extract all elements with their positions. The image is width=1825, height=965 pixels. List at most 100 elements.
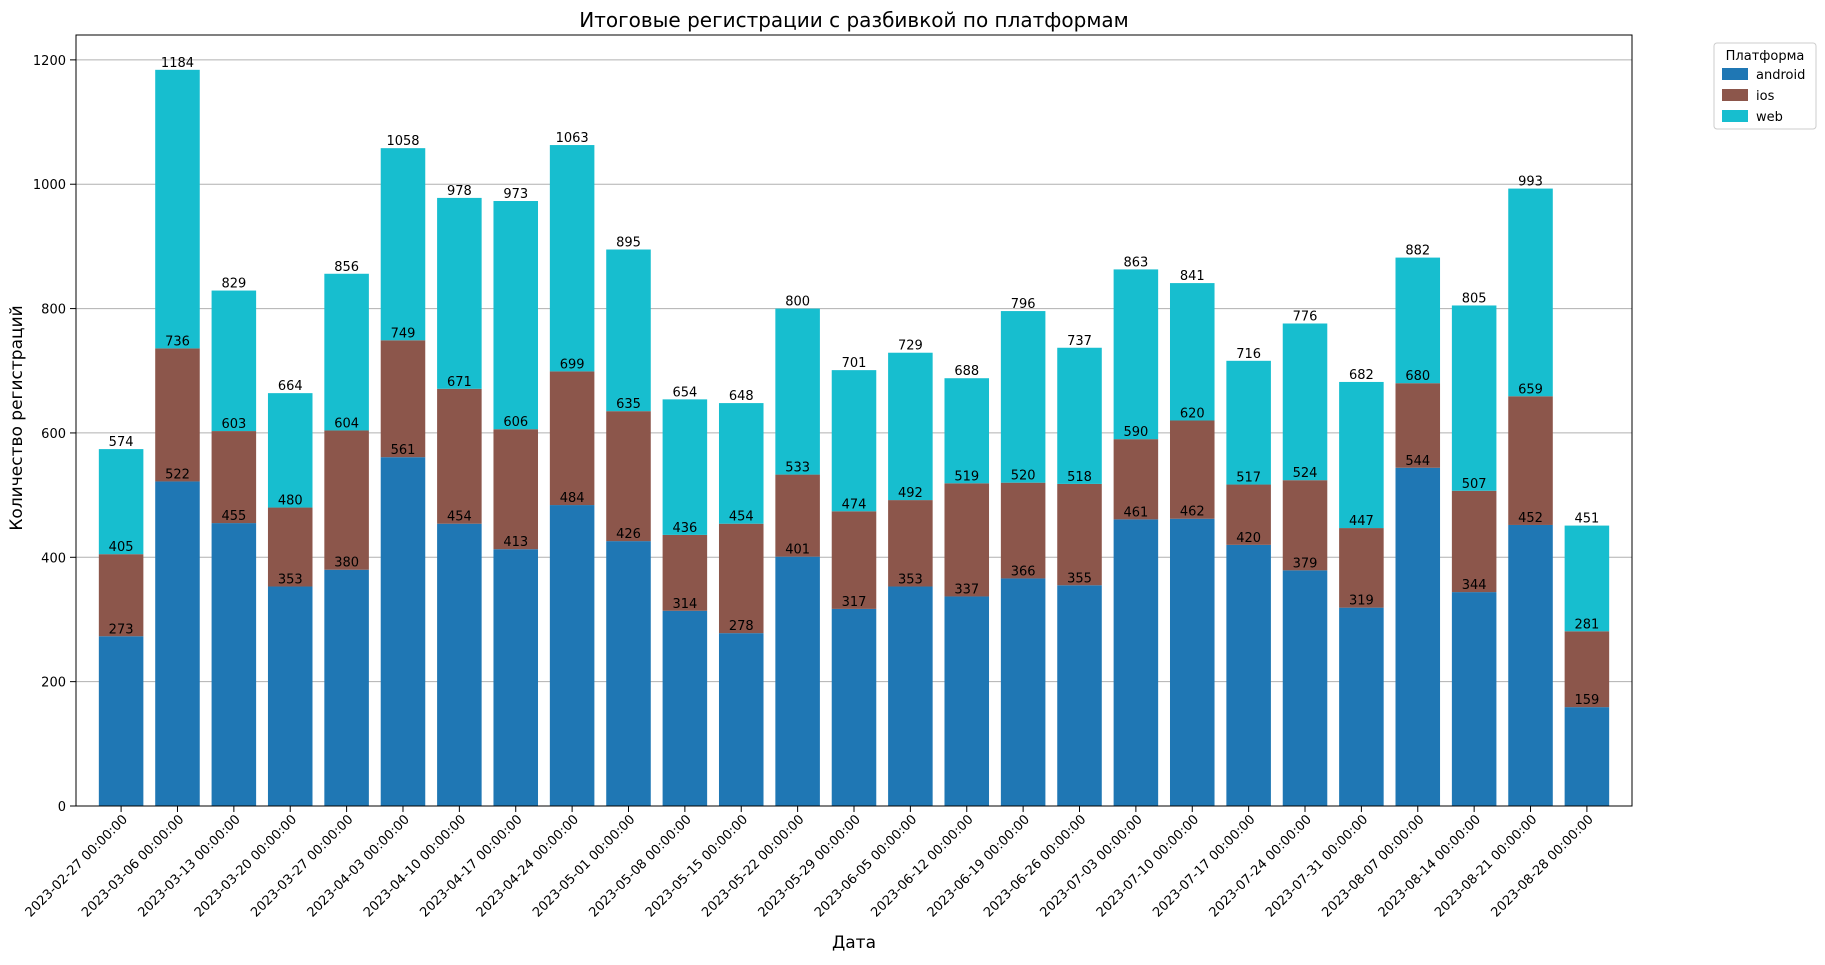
bar-web xyxy=(380,148,426,341)
data-label-android: 353 xyxy=(278,573,303,588)
x-tick-label: 2023-03-06 00:00:00 xyxy=(79,812,187,920)
data-label-android: 461 xyxy=(1123,505,1148,520)
bar-ios xyxy=(775,474,820,557)
y-tick-label: 800 xyxy=(41,303,66,318)
bar-android xyxy=(775,556,820,806)
legend-swatch-ios xyxy=(1722,89,1748,101)
data-label-android: 314 xyxy=(672,597,697,612)
x-tick-label: 2023-03-20 00:00:00 xyxy=(192,812,300,920)
data-label-ios: 519 xyxy=(954,469,979,484)
data-label-web: 1063 xyxy=(556,131,589,146)
bar-web xyxy=(493,201,539,430)
bar-android xyxy=(1564,707,1610,806)
x-tick-label: 2023-07-31 00:00:00 xyxy=(1263,812,1371,920)
data-label-android: 353 xyxy=(898,573,923,588)
data-label-web: 973 xyxy=(503,187,528,202)
bar-web xyxy=(1057,347,1102,484)
data-label-web: 841 xyxy=(1180,269,1205,284)
data-label-web: 829 xyxy=(221,277,246,292)
bar-ios xyxy=(662,534,708,611)
data-label-web: 776 xyxy=(1293,310,1318,325)
bar-android xyxy=(493,549,539,806)
bar-web xyxy=(155,69,200,349)
bar-web xyxy=(662,399,708,535)
y-tick-label: 600 xyxy=(41,427,66,442)
data-label-android: 379 xyxy=(1293,556,1318,571)
data-label-ios: 749 xyxy=(391,326,416,341)
plot-frame xyxy=(75,34,1633,807)
data-label-web: 716 xyxy=(1236,347,1261,362)
bar-ios xyxy=(1282,480,1328,571)
data-label-web: 451 xyxy=(1574,512,1599,527)
bar-android xyxy=(380,457,426,806)
bar-ios xyxy=(211,431,257,524)
data-label-web: 688 xyxy=(954,364,979,379)
data-label-web: 574 xyxy=(109,435,134,450)
data-label-web: 805 xyxy=(1462,291,1487,306)
bar-ios xyxy=(1451,490,1497,593)
bar-web xyxy=(944,378,990,484)
data-label-android: 366 xyxy=(1011,564,1036,579)
bar-ios xyxy=(1113,439,1159,520)
bar-android xyxy=(211,523,257,806)
x-tick-label: 2023-04-10 00:00:00 xyxy=(361,812,469,920)
bar-web xyxy=(888,352,933,501)
data-label-ios: 517 xyxy=(1236,471,1261,486)
bar-android xyxy=(1000,578,1046,806)
bar-android xyxy=(831,608,877,806)
data-label-ios: 454 xyxy=(729,510,754,525)
bar-android xyxy=(549,505,595,806)
bar-android xyxy=(1057,585,1102,806)
x-tick-label: 2023-08-14 00:00:00 xyxy=(1376,812,1484,920)
x-tick-label: 2023-04-17 00:00:00 xyxy=(417,812,525,920)
data-label-web: 796 xyxy=(1011,297,1036,312)
bar-android xyxy=(606,541,651,806)
data-label-web: 856 xyxy=(334,260,359,275)
bar-android xyxy=(888,586,933,806)
x-tick-label: 2023-04-03 00:00:00 xyxy=(305,812,413,920)
data-label-web: 701 xyxy=(842,356,867,371)
chart-title: Итоговые регистрации с разбивкой по плат… xyxy=(579,8,1129,32)
data-label-android: 278 xyxy=(729,619,754,634)
data-label-android: 355 xyxy=(1067,571,1092,586)
bar-web xyxy=(437,197,482,389)
x-tick-label: 2023-06-26 00:00:00 xyxy=(981,812,1089,920)
bar-web xyxy=(324,273,369,431)
bar-ios xyxy=(437,388,482,524)
legend: Платформа android ios web xyxy=(1713,42,1817,130)
legend-swatch-web xyxy=(1722,110,1748,122)
x-tick-label: 2023-06-12 00:00:00 xyxy=(868,812,976,920)
data-label-web: 978 xyxy=(447,184,472,199)
x-tick-label: 2023-03-13 00:00:00 xyxy=(135,812,243,920)
data-label-android: 462 xyxy=(1180,505,1205,520)
data-label-android: 452 xyxy=(1518,511,1543,526)
x-tick-label: 2023-02-27 00:00:00 xyxy=(23,812,131,920)
bar-ios xyxy=(380,340,426,458)
data-label-ios: 606 xyxy=(503,415,528,430)
x-tick-label: 2023-07-24 00:00:00 xyxy=(1207,812,1315,920)
bar-android xyxy=(1282,570,1328,806)
axes: 0 200 400 600 800 1000 1200 2023-02-27 00:00:00… xyxy=(23,34,1633,920)
data-label-ios: 281 xyxy=(1574,617,1599,632)
data-label-ios: 620 xyxy=(1180,407,1205,422)
bar-web xyxy=(1113,269,1159,440)
data-label-web: 993 xyxy=(1518,175,1543,190)
data-label-android: 413 xyxy=(503,535,528,550)
y-tick-label: 1000 xyxy=(33,178,66,193)
bar-ios xyxy=(155,348,200,482)
data-label-ios: 474 xyxy=(842,497,867,512)
data-label-web: 682 xyxy=(1349,368,1374,383)
bar-ios xyxy=(1395,383,1441,468)
bar-web xyxy=(267,393,313,508)
bars xyxy=(98,69,1610,806)
bar-android xyxy=(324,569,369,806)
data-label-ios: 635 xyxy=(616,397,641,412)
data-labels: 273 405 574 522 736 1184 455 603 829 353 480 664 380… xyxy=(109,56,1600,708)
data-label-ios: 480 xyxy=(278,494,303,509)
data-label-web: 737 xyxy=(1067,334,1092,349)
legend-label-web: web xyxy=(1756,110,1783,125)
data-label-android: 454 xyxy=(447,510,472,525)
data-label-ios: 524 xyxy=(1293,466,1318,481)
bar-ios xyxy=(718,523,764,634)
